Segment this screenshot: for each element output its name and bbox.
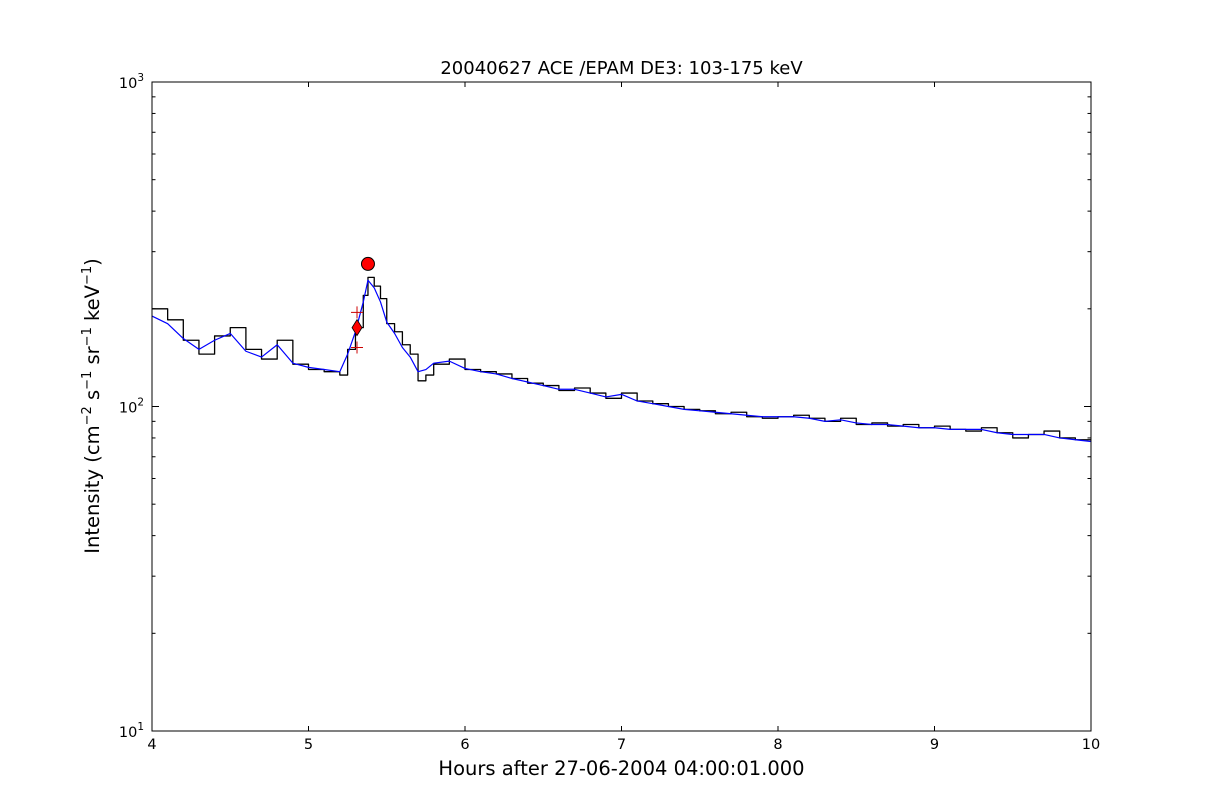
- y-tick-label-base: 10: [119, 401, 137, 417]
- series-layer: [152, 276, 1091, 443]
- y-tick-label-base: 10: [119, 725, 137, 741]
- series-line-smoothed: [152, 279, 1091, 443]
- x-tick-label: 4: [147, 737, 156, 753]
- series-line-raw: [152, 276, 1091, 442]
- x-tick-label: 6: [460, 737, 469, 753]
- y-label-prefix: Intensity (cm: [81, 425, 104, 553]
- y-label-suffix: ): [81, 258, 104, 266]
- x-tick-label: 5: [304, 737, 313, 753]
- x-tick-label: 9: [930, 737, 939, 753]
- x-axis-label: Hours after 27-06-2004 04:00:01.000: [438, 757, 804, 780]
- y-tick-label-exp: 1: [137, 721, 144, 733]
- y-tick-label-base: 10: [119, 76, 137, 92]
- error-plus-marker-3: [351, 341, 364, 354]
- y-axis-label: Intensity (cm−2 s−1 sr−1 keV−1): [80, 258, 104, 554]
- chart-title: 20040627 ACE /EPAM DE3: 103-175 keV: [440, 58, 803, 79]
- y-label-part-2: s: [81, 390, 104, 406]
- y-label-part-4: keV: [81, 284, 104, 327]
- onset-diamond-marker: [351, 318, 363, 337]
- y-label-part-3: sr: [81, 345, 104, 370]
- axes-frame: [151, 81, 1092, 732]
- y-label-exp-2: −1: [80, 371, 95, 390]
- x-tick-label: 8: [773, 737, 782, 753]
- y-tick-label: 103: [119, 72, 144, 92]
- error-plus-marker-2: [351, 306, 364, 319]
- y-tick-label: 102: [119, 397, 144, 417]
- y-label-exp-3: −1: [80, 327, 95, 346]
- y-label-exp-4: −1: [80, 266, 95, 285]
- y-tick-label-exp: 2: [137, 397, 144, 409]
- y-label-exp-1: −2: [80, 406, 95, 425]
- peak-circle-marker: [360, 256, 375, 271]
- y-tick-label: 101: [119, 721, 144, 741]
- marker-layer: [351, 256, 375, 354]
- x-tick-label: 7: [617, 737, 626, 753]
- x-tick-label: 10: [1082, 737, 1100, 753]
- y-tick-label-exp: 3: [137, 72, 144, 84]
